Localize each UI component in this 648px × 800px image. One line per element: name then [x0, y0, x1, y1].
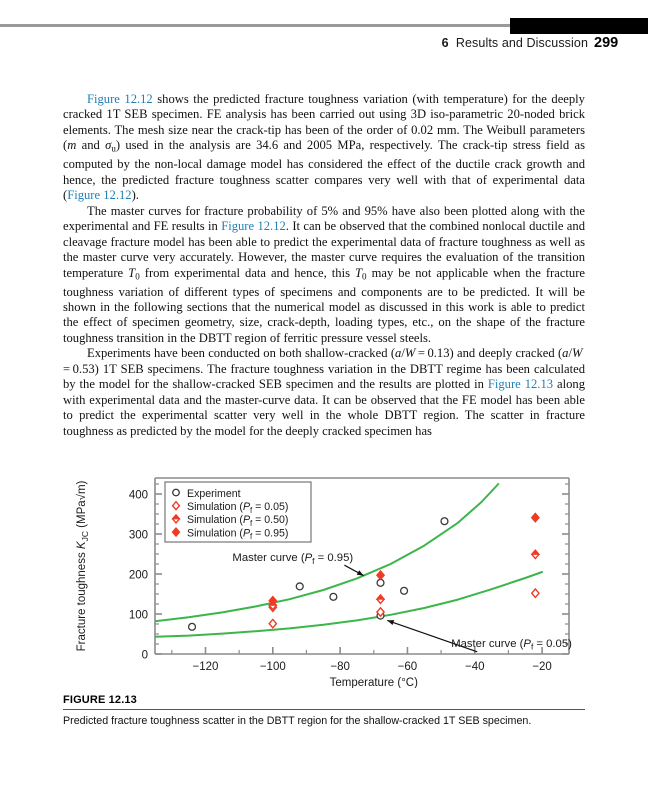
x-tick-label: −120 — [193, 661, 219, 673]
marker-diamond-open — [530, 587, 540, 599]
marker-diamond-half-fill — [375, 594, 386, 600]
running-head: 6 Results and Discussion — [0, 36, 588, 50]
x-axis-title: Temperature (°C) — [330, 677, 418, 688]
annotation-arrow-head — [356, 570, 364, 576]
legend-item — [171, 513, 181, 524]
paragraph-1: Figure 12.12 shows the predicted fractur… — [63, 92, 585, 203]
x-tick-label: −80 — [330, 661, 350, 673]
y-tick-label: 100 — [129, 610, 148, 622]
marker-diamond-filled — [375, 569, 386, 581]
paragraph-3: Experiments have been conducted on both … — [63, 346, 585, 438]
y-tick-label: 400 — [129, 490, 148, 502]
marker-circle-open — [440, 517, 449, 526]
marker-diamond-filled — [530, 512, 540, 523]
chart-annotation: Master curve (Pf = 0.95) — [232, 552, 353, 566]
legend-label: Simulation (Pf = 0.95) — [187, 527, 288, 541]
marker-circle-open — [295, 582, 304, 591]
master-curve-line — [155, 571, 544, 638]
body-text: Figure 12.12 shows the predicted fractur… — [63, 92, 585, 439]
page-number: 299 — [594, 35, 619, 51]
y-axis-title: Fracture toughness KJC (MPa√m) — [75, 480, 90, 651]
marker-circle-open — [172, 488, 180, 497]
chapter-number: 6 — [441, 36, 449, 50]
figure-caption-text: Predicted fracture toughness scatter in … — [63, 715, 532, 727]
figure-12-13: 0 100 200 300 400 −120 −100 −80 −60 −40 −20 Tempera… — [63, 470, 585, 702]
fracture-toughness-scatter-chart: 0 100 200 300 400 −120 −100 −80 −60 −40 −20 Tempera… — [75, 477, 572, 688]
xref-figure-12-12-b[interactable]: Figure 12.12 — [67, 188, 132, 203]
legend-item — [171, 500, 181, 511]
header-black-block — [510, 18, 648, 34]
figure-caption-rule — [63, 709, 585, 710]
xref-figure-12-12-a[interactable]: Figure 12.12 — [87, 92, 153, 106]
plot-area: 0 100 200 300 400 −120 −100 −80 −60 −40 −20 Tempera… — [63, 470, 585, 688]
legend-label: Experiment — [187, 488, 241, 500]
x-tick-label: −60 — [398, 661, 418, 673]
marker-circle-open — [399, 586, 409, 595]
marker-diamond-open — [375, 606, 386, 618]
header-rule — [0, 24, 510, 27]
xref-figure-12-13[interactable]: Figure 12.13 — [487, 377, 554, 392]
data-series — [268, 512, 540, 607]
marker-diamond-open — [268, 618, 278, 629]
marker-diamond-filled — [171, 527, 181, 538]
marker-diamond-half-fill — [530, 549, 541, 555]
y-tick-label: 0 — [142, 650, 148, 662]
master-curve-line — [155, 483, 500, 623]
x-tick-label: −40 — [465, 661, 485, 673]
legend-item — [171, 527, 181, 538]
annotation-arrow-head — [387, 620, 395, 625]
marker-diamond-filled — [268, 595, 278, 607]
x-tick-label: −100 — [260, 661, 286, 673]
marker-circle-open — [329, 592, 338, 601]
marker-diamond-half-fill — [171, 514, 181, 520]
annotation-arrow-line — [387, 619, 478, 653]
paragraph-2: The master curves for fracture probabili… — [63, 203, 585, 345]
xref-figure-12-12-c[interactable]: Figure 12.12 — [221, 219, 286, 234]
legend-item — [172, 488, 180, 497]
legend-box — [164, 481, 312, 543]
y-tick-label: 300 — [129, 530, 148, 542]
legend-label: Simulation (Pf = 0.50) — [187, 514, 288, 528]
marker-circle-open — [187, 622, 197, 631]
legend-label: Simulation (Pf = 0.05) — [187, 501, 288, 515]
figure-caption: FIGURE 12.13 Predicted fracture toughnes… — [63, 694, 585, 728]
marker-diamond-open — [171, 500, 181, 511]
chapter-title: Results and Discussion — [455, 36, 588, 50]
y-tick-label: 200 — [129, 570, 148, 582]
x-tick-label: −20 — [532, 661, 552, 673]
chart-annotation: Master curve (Pf = 0.05) — [451, 638, 572, 652]
figure-caption-label: FIGURE 12.13 — [63, 694, 137, 706]
data-series — [187, 517, 449, 631]
